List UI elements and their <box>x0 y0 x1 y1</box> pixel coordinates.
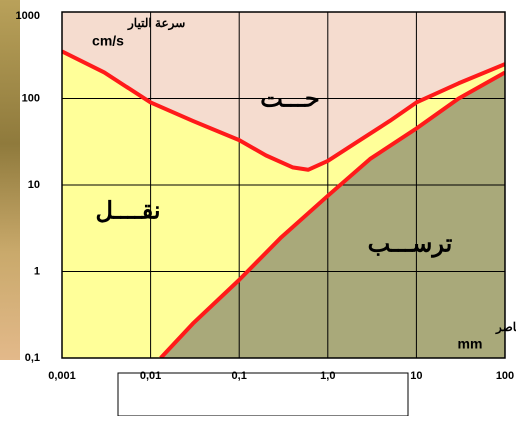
curve <box>62 49 505 172</box>
plot-frame <box>61 11 506 359</box>
plot-area <box>62 12 505 358</box>
curve <box>159 70 505 358</box>
y-tick-label: 10 <box>28 179 40 191</box>
y-tick-label: 0,1 <box>25 352 40 364</box>
region-label: نقــــل <box>95 197 160 224</box>
y-axis-label: سرعة التيار <box>127 16 185 31</box>
region-label: حـــت <box>260 85 320 112</box>
side-image <box>0 0 20 360</box>
x-tick-label: 100 <box>496 370 514 382</box>
region-fill <box>160 72 505 358</box>
x-axis-label: قطر العناصر <box>495 320 516 335</box>
x-tick-label: 0,01 <box>140 370 161 382</box>
y-axis-unit: cm/s <box>92 33 124 49</box>
y-tick-label: 1000 <box>16 10 40 22</box>
y-tick-label: 100 <box>22 92 40 104</box>
caption-box <box>117 372 409 417</box>
region-label: ترســـب <box>368 230 453 258</box>
x-axis-unit: mm <box>458 336 483 352</box>
x-tick-label: 10 <box>410 370 422 382</box>
x-tick-label: 1,0 <box>320 370 335 382</box>
x-tick-label: 0,001 <box>48 370 76 382</box>
y-tick-label: 1 <box>34 265 40 277</box>
x-tick-label: 0,1 <box>232 370 247 382</box>
